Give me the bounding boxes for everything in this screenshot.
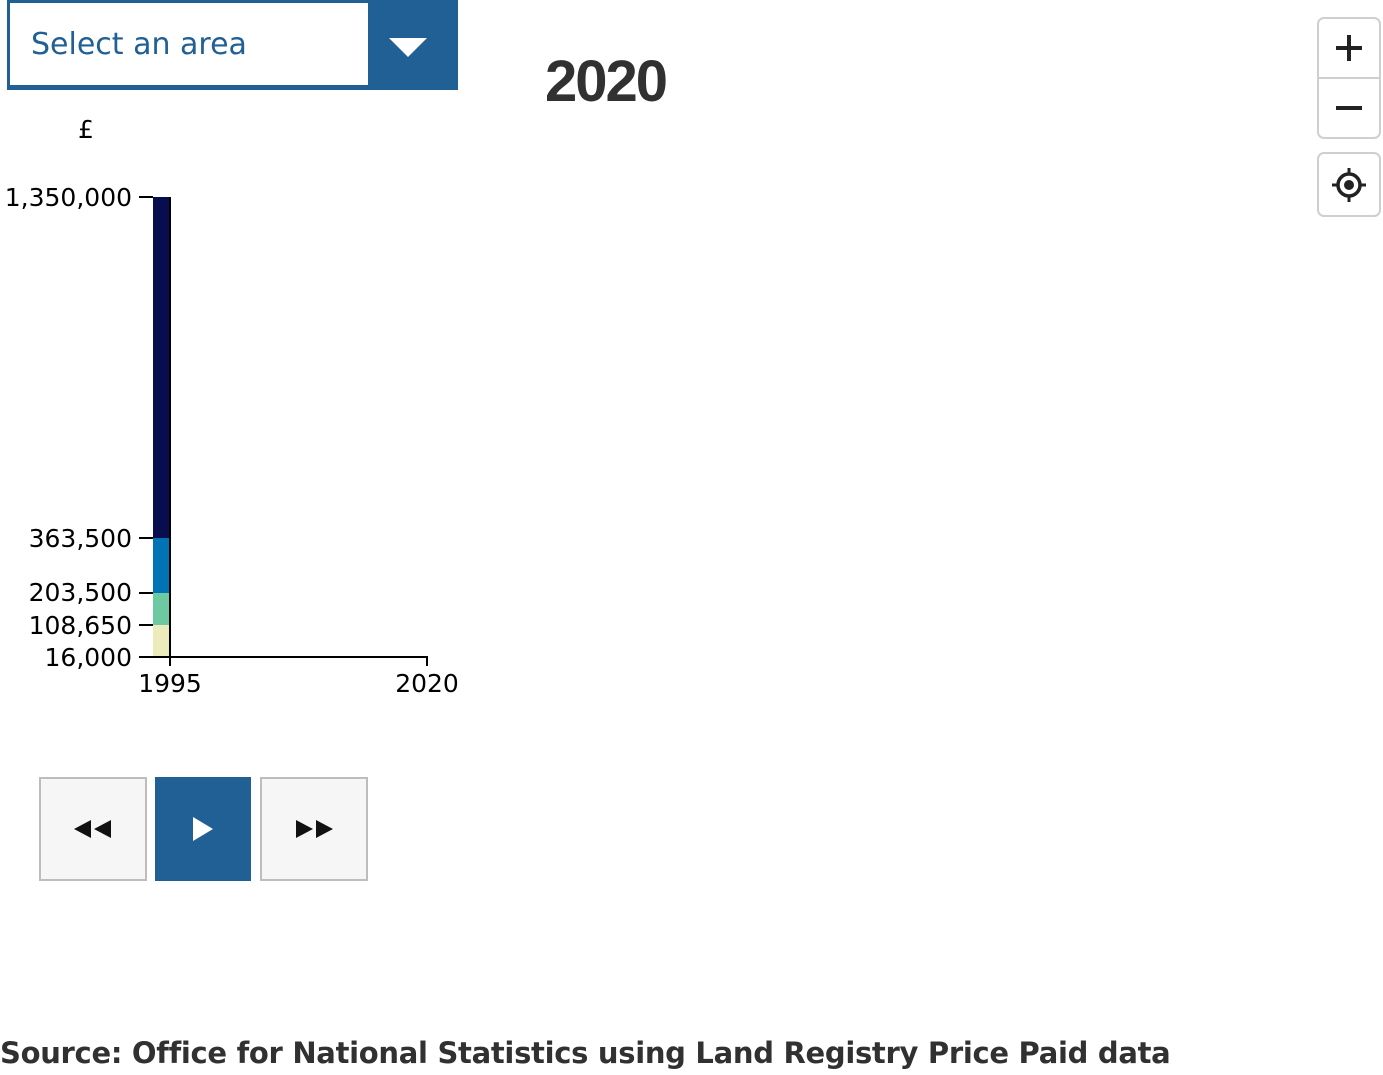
play-icon (193, 817, 213, 841)
y-axis-label: £ (78, 115, 94, 144)
play-button[interactable] (155, 777, 251, 881)
locate-icon (1332, 167, 1366, 202)
rewind-icon (74, 820, 111, 838)
price-band-1 (153, 625, 170, 657)
zoom-out-button[interactable] (1319, 77, 1379, 137)
x-tick-label-2020: 2020 (395, 669, 459, 698)
plus-icon (1336, 35, 1362, 61)
y-tick-label: 363,500 (29, 524, 132, 553)
locate-control (1317, 152, 1381, 217)
y-tick-label: 1,350,000 (5, 183, 132, 212)
price-band-chart: £ 1995 2020 1,350,000 363,500 203,500 10… (5, 115, 459, 698)
source-note: Source: Office for National Statistics u… (0, 1036, 1171, 1070)
zoom-in-button[interactable] (1319, 19, 1379, 77)
step-forward-button[interactable] (260, 777, 368, 881)
step-back-button[interactable] (39, 777, 147, 881)
locate-button[interactable] (1319, 154, 1379, 215)
area-select-input[interactable]: Select an area (10, 3, 368, 85)
zoom-controls (1317, 17, 1381, 139)
chevron-down-icon[interactable] (389, 38, 427, 57)
y-tick-label: 108,650 (29, 611, 132, 640)
year-title: 2020 (545, 49, 668, 114)
y-tick-label: 16,000 (45, 643, 132, 672)
area-select-dropdown[interactable]: Select an area (7, 0, 458, 90)
price-band-3 (153, 538, 170, 593)
fast-forward-icon (296, 820, 333, 838)
price-band-4 (153, 197, 170, 538)
minus-icon (1336, 106, 1362, 110)
y-tick-label: 203,500 (29, 578, 132, 607)
price-band-2 (153, 593, 170, 625)
x-tick-label-1995: 1995 (138, 669, 202, 698)
